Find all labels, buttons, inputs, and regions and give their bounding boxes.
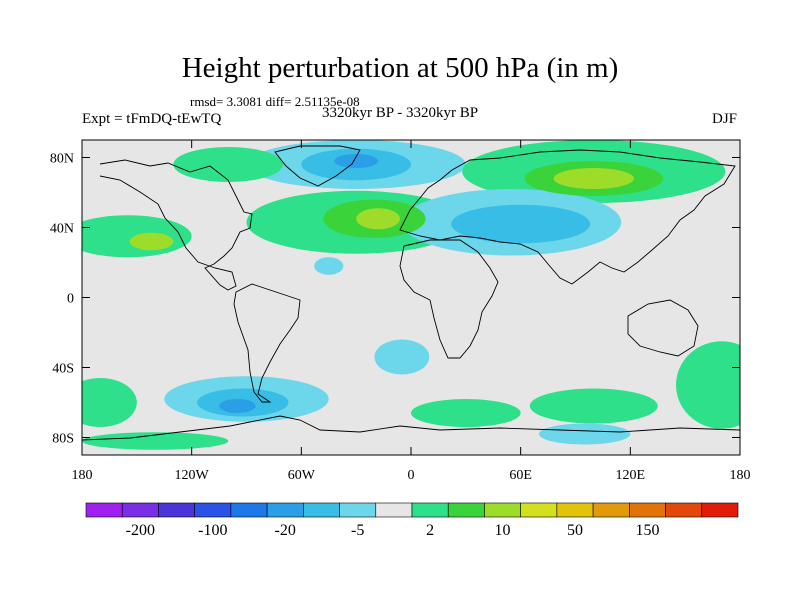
colorbar-swatch [629,502,666,518]
colorbar-swatch [303,502,340,518]
colorbar-swatch [339,502,377,518]
anomaly-region [82,378,137,427]
anomaly-regions [82,140,740,450]
colorbar-swatch [266,502,304,518]
colorbar-label: -5 [351,522,364,539]
y-tick-label: 80S [52,432,74,447]
colorbar-swatch [85,502,123,518]
colorbar-label: 2 [426,522,434,539]
anomaly-region [173,147,284,182]
anomaly-region [82,432,229,450]
coastline-australia [627,299,699,357]
x-tick-label: 180 [730,468,751,483]
anomaly-region [129,232,174,251]
stats-label: rmsd= 3.3081 diff= 2.51135e-08 [190,94,360,109]
anomaly-region [356,208,401,230]
coastline-antarctica [82,415,740,441]
colorbar: -200 -100 -20 -5 2 10 50 150 [85,502,739,539]
x-tick-label: 60E [509,468,532,483]
coastline-greenland [274,145,361,187]
anomaly-region [82,215,192,258]
anomaly-region [374,339,430,375]
y-tick-label: 80N [50,152,74,167]
map-title: Height perturbation at 500 hPa (in m) [181,52,619,84]
anomaly-region [451,204,591,244]
anomaly-region [219,399,256,413]
x-tick-label: 120W [175,468,210,483]
map-panel [81,139,741,456]
colorbar-swatch [411,502,449,518]
x-axis: 180 120W 60W 0 60E 120E 180 [72,140,751,483]
colorbar-swatch [592,502,630,518]
x-tick-label: 0 [408,468,415,483]
colorbar-label: -200 [126,522,155,539]
coastline-europe-asia [399,149,736,285]
x-tick-label: 180 [72,468,93,483]
x-tick-label: 120E [616,468,646,483]
anomaly-region [314,257,344,275]
y-tick-label: 40N [50,222,74,237]
colorbar-swatch [556,502,594,518]
anomaly-region [334,154,379,168]
coastline-south-america [233,283,301,403]
y-tick-label: 40S [52,362,74,377]
colorbar-swatch [121,502,159,518]
anomaly-region [529,388,658,424]
colorbar-swatch [447,502,485,518]
y-tick-label: 0 [67,292,74,307]
period-label: 3320kyr BP - 3320kyr BP [322,105,479,121]
colorbar-swatch [158,502,195,518]
colorbar-swatch [194,502,232,518]
colorbar-label: 50 [567,522,583,539]
colorbar-label: 10 [495,522,511,539]
coastline-africa [399,239,499,359]
season-label: DJF [712,111,738,127]
y-axis: 80N 40N 0 40S 80S [50,152,740,447]
coastlines [82,145,740,441]
anomaly-region [676,341,740,429]
colorbar-swatch [665,502,703,518]
colorbar-label: 150 [635,522,659,539]
colorbar-label: -100 [198,522,227,539]
experiment-label: Expt = tFmDQ-tEwTQ [82,111,222,127]
colorbar-swatch [375,502,413,518]
anomaly-region [538,423,631,445]
colorbar-swatch [230,502,268,518]
colorbar-label: -20 [275,522,296,539]
coastline-north-america [99,159,253,291]
anomaly-region [411,399,521,427]
colorbar-swatch [520,502,558,518]
anomaly-region [553,168,634,189]
colorbar-swatch [484,502,521,518]
colorbar-swatch [701,502,739,518]
x-tick-label: 60W [288,468,316,483]
